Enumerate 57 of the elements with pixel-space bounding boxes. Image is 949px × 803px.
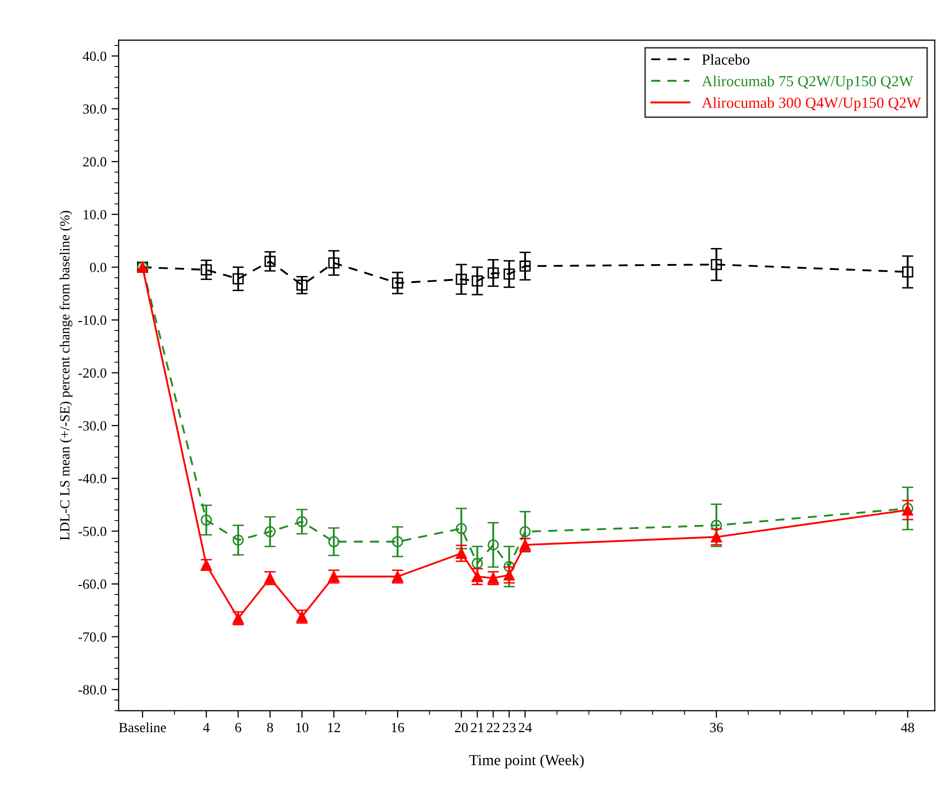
- x-tick-label: 10: [296, 722, 308, 732]
- point: [488, 539, 499, 550]
- y-tick-label: 40.0: [82, 52, 106, 62]
- y-tick-label: -50.0: [78, 526, 106, 536]
- point: [392, 536, 404, 548]
- point: [392, 277, 404, 289]
- point: [504, 268, 515, 280]
- x-tick-label: 6: [235, 722, 242, 732]
- point: [200, 264, 212, 276]
- legend-label: Alirocumab 75 Q2W/Up150 Q2W: [702, 76, 914, 90]
- x-tick-label: 36: [710, 722, 723, 732]
- x-tick-label: 22: [486, 722, 500, 732]
- y-tick-label: -10.0: [78, 316, 106, 325]
- y-tick-label: 0.0: [90, 262, 106, 272]
- x-tick-label: 4: [203, 722, 210, 732]
- y-axis-title: LDL-C LS mean (+/-SE) percent change from baseline (%): [60, 210, 72, 540]
- x-tick-label: 8: [267, 722, 273, 732]
- legend-label: Alirocumab 300 Q4W/Up150 Q2W: [702, 97, 921, 112]
- point: [232, 273, 244, 284]
- point: [264, 256, 276, 267]
- y-tick-label: 10.0: [84, 210, 106, 220]
- point: [296, 280, 308, 291]
- y-tick-label: -80.0: [78, 685, 106, 695]
- point: [902, 266, 914, 278]
- point: [328, 536, 340, 548]
- point: [710, 520, 722, 531]
- point: [504, 560, 515, 572]
- y-tick-label: -70.0: [78, 632, 106, 642]
- point: [488, 267, 499, 279]
- x-tick-label: 48: [900, 722, 914, 732]
- point: [472, 275, 483, 286]
- x-axis-title: Time point (Week): [469, 754, 584, 768]
- point: [328, 257, 340, 269]
- x-tick-label: 23: [502, 722, 516, 732]
- y-tick-label: -20.0: [78, 368, 106, 378]
- point: [456, 522, 467, 534]
- point: [264, 526, 276, 538]
- point: [520, 526, 531, 538]
- x-tick-label: 16: [392, 722, 404, 732]
- point: [456, 274, 467, 285]
- y-tick-label: -60.0: [78, 580, 106, 589]
- point: [296, 516, 308, 528]
- y-tick-label: -30.0: [78, 421, 106, 431]
- legend-label: Placebo: [702, 54, 750, 65]
- point: [710, 258, 722, 270]
- y-tick-label: 20.0: [83, 157, 106, 167]
- x-tick-label: 21: [470, 722, 484, 732]
- point: [200, 514, 212, 526]
- point: [520, 260, 531, 272]
- x-tick-label: 12: [328, 722, 340, 732]
- y-tick-label: -40.0: [78, 474, 106, 484]
- y-tick-label: 30.0: [83, 104, 106, 114]
- point: [232, 534, 244, 546]
- x-tick-label: 20: [455, 722, 468, 732]
- x-tick-label: 24: [518, 722, 532, 732]
- point: [472, 558, 483, 569]
- x-tick-label: Baseline: [119, 722, 166, 732]
